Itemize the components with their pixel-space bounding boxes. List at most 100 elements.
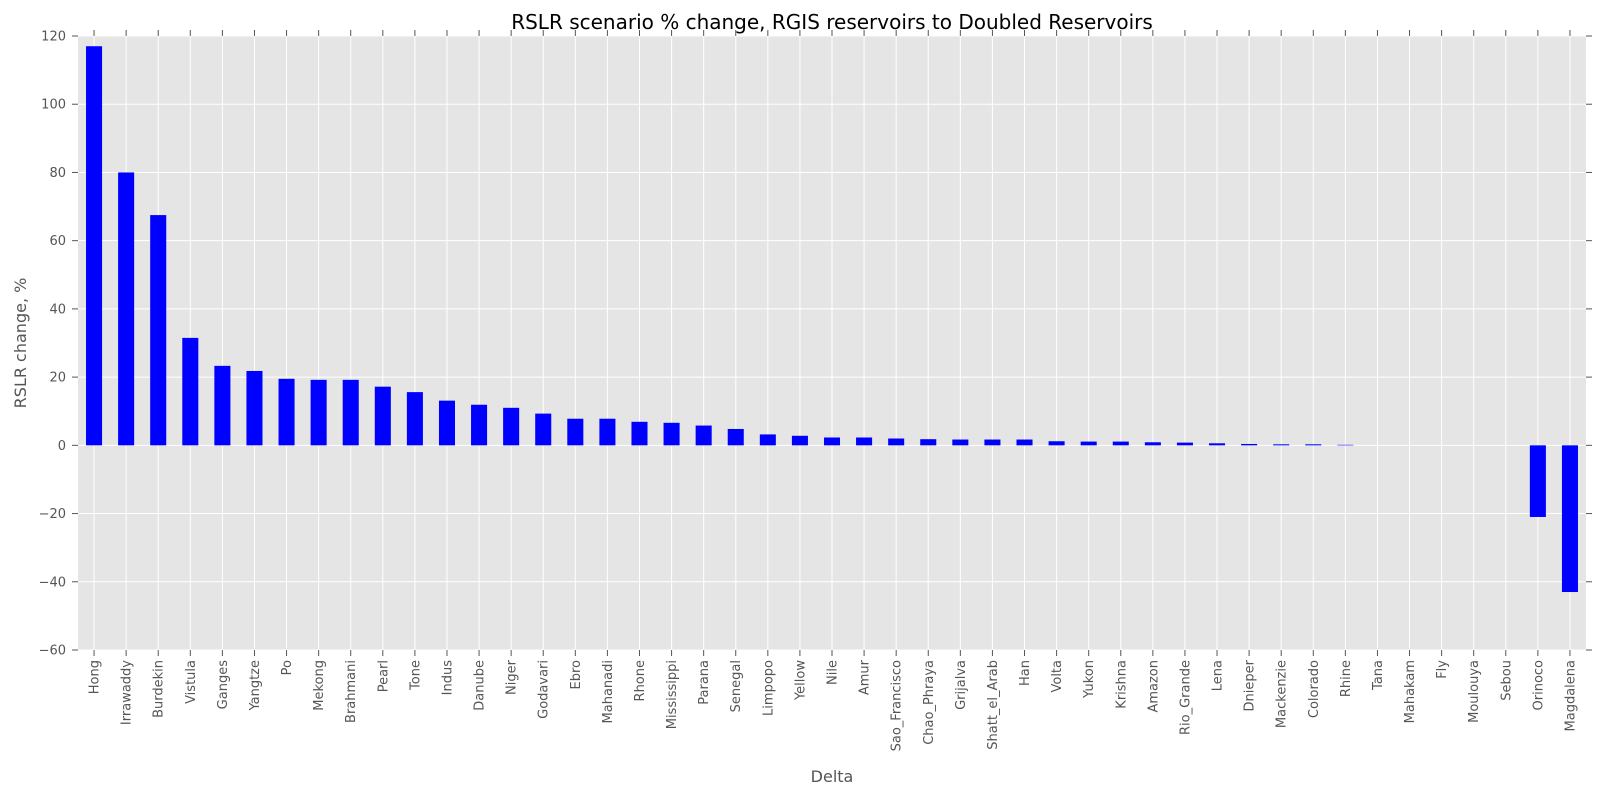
- x-tick-label: Rhine: [1339, 660, 1354, 697]
- x-tick-label: Amazon: [1146, 660, 1161, 713]
- y-tick-label: 120: [41, 30, 66, 45]
- bar-yellow: [791, 435, 808, 446]
- bar-brahmani: [342, 379, 359, 446]
- bar-yukon: [1080, 441, 1097, 446]
- x-axis-label: Delta: [811, 767, 854, 786]
- x-tick-label: Mekong: [312, 660, 327, 711]
- x-tick-label: Yukon: [1082, 660, 1097, 699]
- x-tick-label: Sao_Francisco: [890, 660, 905, 751]
- bar-ebro: [567, 418, 584, 446]
- bar-grijalva: [952, 439, 969, 446]
- x-tick-label: Niger: [505, 659, 520, 695]
- y-axis-label: RSLR change, %: [11, 278, 30, 409]
- bar-krishna: [1112, 441, 1129, 446]
- bar-chao-phraya: [920, 439, 937, 446]
- bar-amur: [856, 437, 873, 446]
- x-tick-label: Sebou: [1499, 660, 1514, 701]
- y-tick-label: −60: [39, 644, 66, 659]
- x-tick-label: Amur: [858, 659, 873, 695]
- x-tick-label: Yangtze: [248, 660, 263, 712]
- bar-han: [1016, 439, 1033, 446]
- bar-burdekin: [150, 215, 167, 446]
- x-tick-label: Lena: [1211, 660, 1226, 691]
- bar-mekong: [310, 379, 327, 446]
- x-tick-label: Moulouya: [1467, 660, 1482, 723]
- x-tick-label: Limpopo: [761, 660, 776, 716]
- bars: [86, 46, 1578, 593]
- bar-volta: [1048, 441, 1065, 446]
- x-tick-label: Mackenzie: [1275, 660, 1290, 728]
- bar-amazon: [1144, 442, 1161, 446]
- y-tick-label: 80: [49, 166, 66, 181]
- x-tick-label: Senegal: [729, 660, 744, 712]
- x-tick-label: Pearl: [376, 660, 391, 692]
- x-tick-label: Rio_Grande: [1178, 660, 1193, 735]
- bar-indus: [438, 400, 455, 446]
- bar-orinoco: [1529, 445, 1546, 517]
- x-tick-label: Mahakam: [1403, 660, 1418, 723]
- x-tick-label: Parana: [697, 660, 712, 705]
- bar-limpopo: [759, 434, 776, 446]
- x-tick-label: Ganges: [216, 660, 231, 710]
- x-tick-label: Chao_Phraya: [922, 660, 937, 745]
- x-tick-label: Hong: [88, 660, 103, 694]
- bar-godavari: [535, 413, 552, 446]
- x-tick-label: Godavari: [537, 660, 552, 719]
- x-tick-label: Irrawaddy: [120, 660, 135, 725]
- x-tick-label: Mississippi: [665, 660, 680, 729]
- bar-mackenzie: [1273, 444, 1290, 446]
- x-tick-label: Orinoco: [1531, 660, 1546, 711]
- x-tick-label: Dnieper: [1243, 659, 1258, 711]
- bar-rhone: [631, 421, 648, 446]
- bar-dnieper: [1241, 443, 1258, 446]
- y-tick-label: 20: [49, 371, 66, 386]
- y-tick-label: 40: [49, 302, 66, 317]
- x-tick-label: Danube: [473, 660, 488, 711]
- y-tick-label: 100: [41, 98, 66, 113]
- x-tick-label: Tone: [408, 660, 423, 691]
- y-axis-ticks: −60 −40 −20 0 20 40 60 80 100 120: [39, 30, 1592, 659]
- x-tick-label: Han: [1018, 660, 1033, 686]
- bar-rhine: [1337, 444, 1354, 446]
- bar-mississippi: [663, 422, 680, 446]
- x-tick-label: Grijalva: [954, 660, 969, 710]
- bar-hong: [86, 46, 103, 446]
- bar-sao-francisco: [888, 438, 905, 446]
- bar-danube: [471, 404, 488, 446]
- y-tick-label: 60: [49, 234, 66, 249]
- bar-parana: [695, 425, 712, 446]
- bar-ganges: [214, 365, 231, 446]
- x-tick-label: Brahmani: [344, 660, 359, 723]
- x-tick-label: Yellow: [793, 660, 808, 701]
- bar-po: [278, 378, 295, 446]
- bar-pearl: [374, 386, 391, 446]
- bar-mahanadi: [599, 418, 616, 446]
- x-tick-label: Ebro: [569, 660, 584, 690]
- x-axis-ticks: Hong Irrawaddy Burdekin Vistula Ganges Yangtz…: [88, 30, 1578, 751]
- x-tick-label: Rhone: [633, 660, 648, 701]
- x-tick-label: Nile: [826, 660, 841, 685]
- bar-yangtze: [246, 370, 263, 446]
- x-tick-label: Shatt_el_Arab: [986, 660, 1001, 750]
- x-tick-label: Indus: [440, 660, 455, 696]
- bar-colorado: [1305, 444, 1322, 446]
- bar-niger: [503, 407, 520, 446]
- y-tick-label: −40: [39, 575, 66, 590]
- x-tick-label: Volta: [1050, 660, 1065, 693]
- bar-lena: [1209, 443, 1226, 446]
- x-tick-label: Colorado: [1307, 660, 1322, 718]
- bar-magdalena: [1561, 445, 1578, 593]
- bar-senegal: [727, 428, 744, 446]
- x-tick-label: Burdekin: [152, 660, 167, 718]
- y-tick-label: −20: [39, 507, 66, 522]
- bar-irrawaddy: [118, 172, 135, 446]
- bar-nile: [823, 437, 841, 446]
- chart-title: RSLR scenario % change, RGIS reservoirs …: [511, 10, 1153, 34]
- x-tick-label: Mahanadi: [601, 660, 616, 723]
- x-tick-label: Fly: [1435, 660, 1450, 679]
- x-tick-label: Po: [280, 660, 295, 675]
- x-tick-label: Magdalena: [1563, 660, 1578, 731]
- x-tick-label: Krishna: [1114, 660, 1129, 709]
- bar-shatt-el-arab: [984, 439, 1001, 446]
